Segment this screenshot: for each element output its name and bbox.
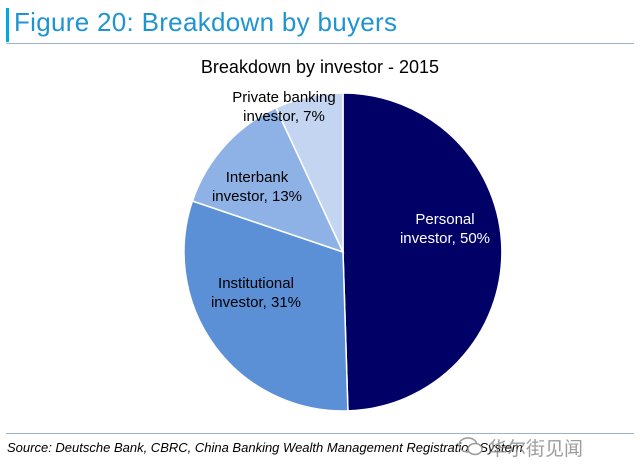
pie-slice-3 [274,92,344,253]
figure-title: Figure 20: Breakdown by buyers [14,7,398,37]
footer-divider [6,433,634,434]
slice-label-0: Personal investor, 50% [400,211,490,247]
slice-label-2: Interbank investor, 13% [212,169,302,205]
slice-label-line: Personal [415,211,474,228]
slice-label-line: investor, 50% [400,230,490,247]
source-note: Source: Deutsche Bank, CBRC, China Banki… [7,440,523,455]
wechat-icon [458,437,483,456]
figure-accent-bar [6,8,9,42]
slice-label-line: Private banking [232,89,335,106]
slice-label-line: investor, 31% [211,294,301,311]
header-divider [6,43,634,44]
pie-slice-0 [342,92,503,412]
slice-label-line: Interbank [226,169,289,186]
pie-slice-2 [191,106,345,254]
slice-label-1: Institutional investor, 31% [211,275,301,311]
figure-header: Figure 20: Breakdown by buyers [0,0,640,44]
pie-slice-1 [183,200,349,412]
chart-title: Breakdown by investor - 2015 [200,57,440,77]
slice-label-line: investor, 13% [212,188,302,205]
slice-label-line: Institutional [218,275,294,292]
watermark: 华尔街见闻 [488,439,584,460]
slice-label-line: investor, 7% [243,108,325,125]
slice-label-3: Private banking investor, 7% [232,89,335,125]
